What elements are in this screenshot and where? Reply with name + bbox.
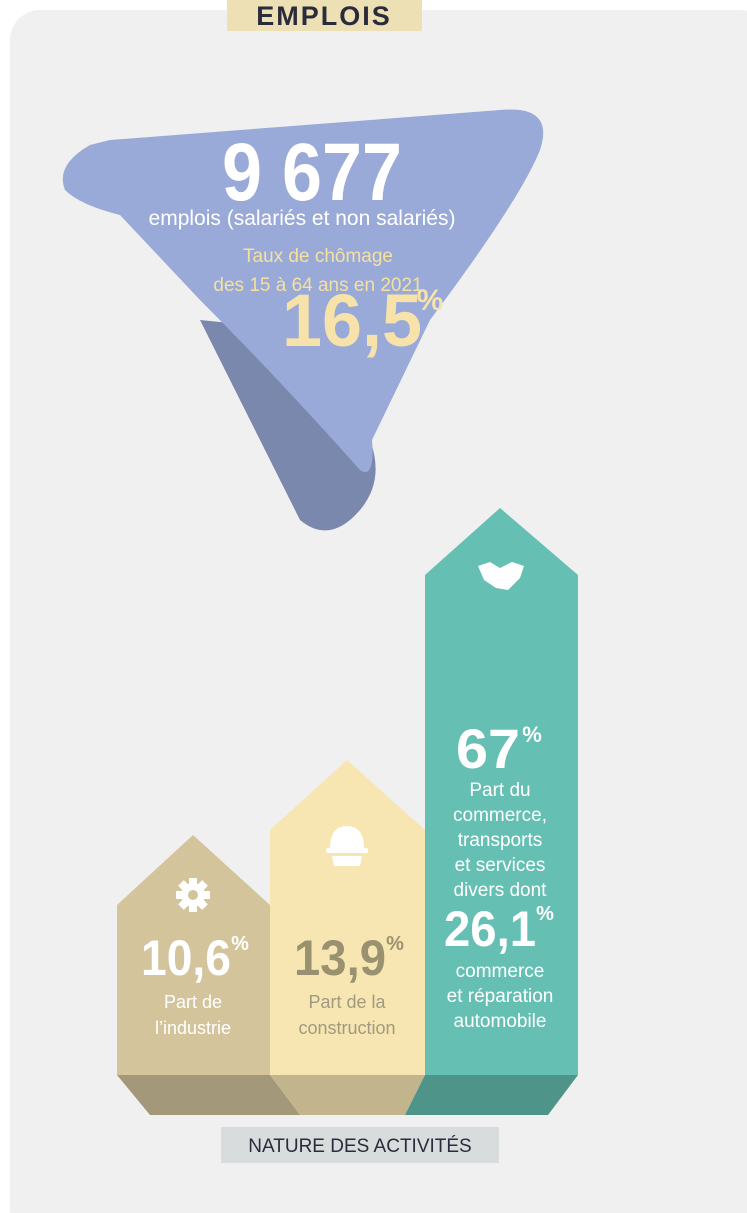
unemployment-label: Taux de chômage <box>243 246 393 267</box>
activity-label: et services <box>455 855 546 876</box>
activity-unit: % <box>386 933 404 955</box>
column <box>425 508 578 1075</box>
activity-sublabel: commerce <box>456 961 545 982</box>
column-base <box>405 1075 578 1115</box>
helmet-icon <box>326 826 368 866</box>
gear-icon <box>176 878 210 912</box>
activity-label: divers dont <box>454 880 548 901</box>
activity-label: l’industrie <box>155 1018 231 1038</box>
activity-value: 13,9 <box>294 930 386 986</box>
activity-label: transports <box>458 830 542 851</box>
activity-label: Part de <box>164 992 222 1012</box>
footer-tag <box>221 1127 499 1163</box>
triangle <box>62 109 544 472</box>
activity-value: 67 <box>456 717 520 780</box>
activity-value: 10,6 <box>141 930 231 986</box>
column <box>117 835 270 1075</box>
activity-label: Part du <box>469 780 530 801</box>
activity-unit: % <box>231 933 249 955</box>
activity-label: commerce, <box>453 805 547 826</box>
column <box>270 760 425 1075</box>
jobs-label: emplois (salariés et non salariés) <box>149 207 456 230</box>
column-base <box>117 1075 300 1115</box>
activity-label: Part de la <box>308 992 386 1012</box>
activity-subvalue: 26,1 <box>444 901 536 957</box>
unemployment-value: 16,5 <box>282 279 422 362</box>
activity-sublabel: automobile <box>454 1011 547 1032</box>
activity-sublabel: et réparation <box>447 986 554 1007</box>
activity-subunit: % <box>536 903 554 925</box>
column-base <box>270 1075 425 1115</box>
activity-label: construction <box>298 1018 395 1038</box>
footer-label: NATURE DES ACTIVITÉS <box>248 1136 471 1157</box>
unemployment-unit: % <box>417 284 444 317</box>
fold <box>200 320 376 531</box>
unemployment-label: des 15 à 64 ans en 2021 <box>213 275 422 296</box>
title: EMPLOIS <box>256 1 392 31</box>
handshake-icon <box>478 562 524 590</box>
activity-unit: % <box>522 722 542 747</box>
jobs-value: 9 677 <box>222 127 402 218</box>
title-tag <box>227 0 422 31</box>
